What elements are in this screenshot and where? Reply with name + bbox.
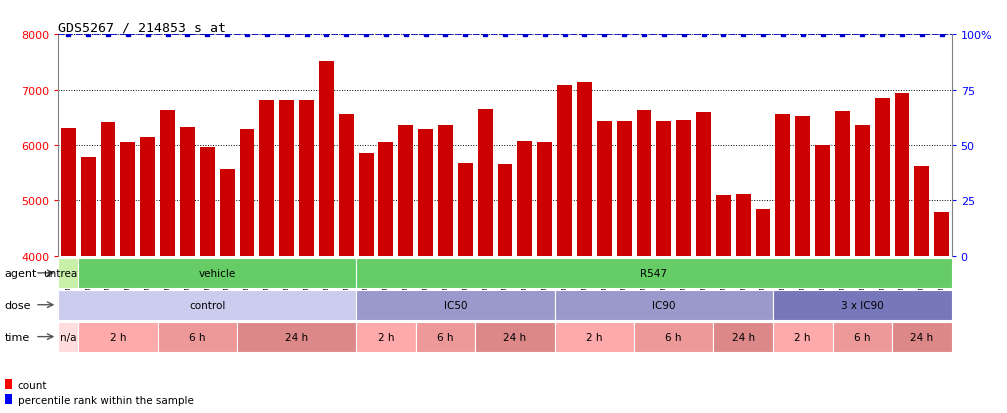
Text: 24 h: 24 h: [910, 332, 933, 342]
Bar: [121, 142, 135, 413]
Text: 24 h: 24 h: [504, 332, 527, 342]
Bar: [81, 158, 96, 413]
Bar: [914, 166, 929, 413]
Text: count: count: [18, 380, 47, 390]
Bar: [855, 126, 870, 413]
Bar: [5, 379, 12, 389]
Bar: [835, 112, 850, 413]
Bar: [379, 142, 394, 413]
Text: IC50: IC50: [444, 300, 467, 310]
Text: agent: agent: [5, 268, 37, 278]
Bar: [577, 83, 592, 413]
Bar: [418, 130, 433, 413]
Bar: [180, 127, 195, 413]
Bar: [60, 129, 76, 413]
Bar: [696, 113, 711, 413]
Text: 6 h: 6 h: [437, 332, 454, 342]
Text: IC90: IC90: [653, 300, 676, 310]
Text: 24 h: 24 h: [285, 332, 308, 342]
Bar: [477, 110, 492, 413]
Bar: [279, 100, 294, 413]
Bar: [538, 142, 552, 413]
Text: 2 h: 2 h: [378, 332, 394, 342]
Bar: [5, 394, 12, 404]
Bar: [240, 130, 255, 413]
Bar: [716, 195, 731, 413]
Bar: [557, 86, 572, 413]
Text: 2 h: 2 h: [110, 332, 126, 342]
Bar: [636, 111, 652, 413]
Text: 3 x IC90: 3 x IC90: [841, 300, 884, 310]
Bar: [299, 100, 314, 413]
Bar: [616, 121, 631, 413]
Bar: [399, 126, 413, 413]
Text: dose: dose: [5, 300, 31, 310]
Text: 6 h: 6 h: [189, 332, 205, 342]
Bar: [657, 121, 672, 413]
Bar: [775, 115, 790, 413]
Bar: [518, 142, 533, 413]
Bar: [597, 122, 611, 413]
Bar: [101, 122, 116, 413]
Bar: [358, 154, 374, 413]
Bar: [736, 194, 750, 413]
Text: vehicle: vehicle: [198, 268, 236, 278]
Bar: [875, 99, 889, 413]
Text: GDS5267 / 214853_s_at: GDS5267 / 214853_s_at: [58, 21, 227, 34]
Text: 2 h: 2 h: [586, 332, 602, 342]
Bar: [894, 94, 909, 413]
Bar: [934, 213, 950, 413]
Bar: [220, 170, 235, 413]
Bar: [199, 147, 214, 413]
Bar: [755, 210, 770, 413]
Text: n/a: n/a: [60, 332, 77, 342]
Bar: [140, 137, 155, 413]
Text: R547: R547: [640, 268, 668, 278]
Text: percentile rank within the sample: percentile rank within the sample: [18, 395, 193, 405]
Text: time: time: [5, 332, 30, 342]
Text: 6 h: 6 h: [854, 332, 870, 342]
Text: untreated: untreated: [42, 268, 94, 278]
Bar: [260, 100, 274, 413]
Text: control: control: [189, 300, 226, 310]
Bar: [338, 115, 353, 413]
Bar: [458, 163, 472, 413]
Bar: [796, 116, 811, 413]
Text: 2 h: 2 h: [795, 332, 811, 342]
Bar: [160, 111, 175, 413]
Bar: [438, 126, 453, 413]
Bar: [319, 62, 333, 413]
Text: 6 h: 6 h: [666, 332, 682, 342]
Text: 24 h: 24 h: [732, 332, 755, 342]
Bar: [497, 165, 513, 413]
Bar: [815, 145, 830, 413]
Bar: [677, 121, 691, 413]
